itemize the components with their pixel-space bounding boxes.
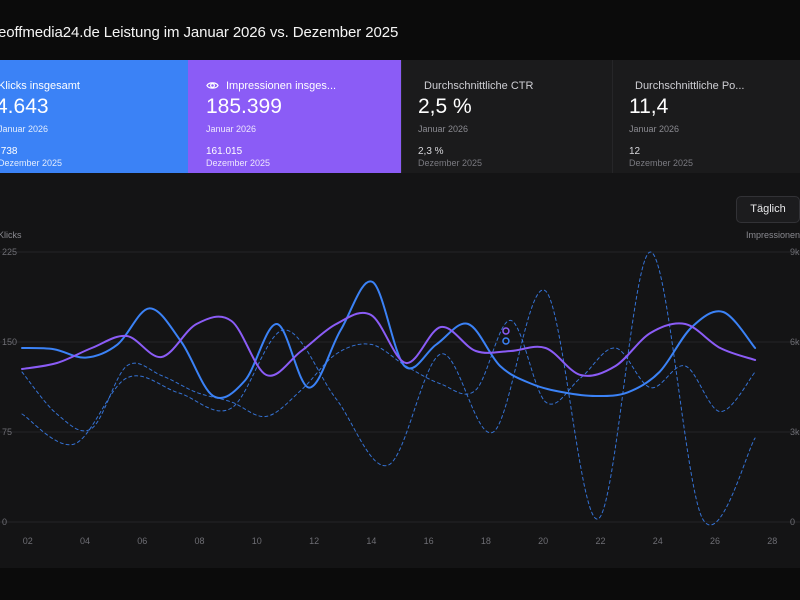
card-average-position[interactable]: Durchschnittliche Po... 11,4 Januar 2026… — [612, 60, 800, 173]
card-previous-value: 161.015 — [206, 146, 243, 157]
card-period: Januar 2026 — [206, 124, 257, 134]
card-previous-period: Dezember 2025 — [629, 158, 694, 168]
card-value: 11,4 — [629, 95, 669, 118]
card-total-clicks[interactable]: Klicks insgesamt 4.643 Januar 2026 .738 … — [0, 60, 188, 173]
y-axis-left-title: Klicks — [0, 230, 22, 240]
card-label: Klicks insgesamt — [0, 80, 80, 92]
card-period: Januar 2026 — [629, 124, 680, 134]
chart-panel — [0, 173, 800, 568]
card-period: Januar 2026 — [418, 124, 469, 134]
card-previous-value: 2,3 % — [418, 146, 444, 157]
page-title: eoffmedia24.de Leistung im Januar 2026 v… — [0, 24, 399, 41]
card-value: 185.399 — [206, 95, 282, 118]
metric-cards: Klicks insgesamt 4.643 Januar 2026 .738 … — [0, 60, 800, 173]
y-axis-right-title: Impressionen — [746, 230, 800, 240]
card-previous-value: 12 — [629, 146, 641, 157]
card-previous-period: Dezember 2025 — [206, 158, 271, 168]
card-label: Durchschnittliche Po... — [635, 80, 745, 92]
card-previous-period: Dezember 2025 — [418, 158, 483, 168]
card-value: 2,5 % — [418, 95, 472, 118]
header-bar: eoffmedia24.de Leistung im Januar 2026 v… — [0, 0, 800, 60]
card-value: 4.643 — [0, 95, 49, 118]
card-average-ctr[interactable]: Durchschnittliche CTR 2,5 % Januar 2026 … — [401, 60, 612, 173]
granularity-toggle-button[interactable]: Täglich — [736, 196, 800, 223]
footer-bar — [0, 568, 800, 600]
eye-icon — [206, 82, 219, 89]
card-previous-value: .738 — [0, 146, 18, 157]
card-period: Januar 2026 — [0, 124, 49, 134]
card-label: Impressionen insges... — [226, 80, 337, 92]
card-previous-period: Dezember 2025 — [0, 158, 63, 168]
card-total-impressions[interactable]: Impressionen insges... 185.399 Januar 20… — [188, 60, 401, 173]
card-label: Durchschnittliche CTR — [424, 80, 534, 92]
